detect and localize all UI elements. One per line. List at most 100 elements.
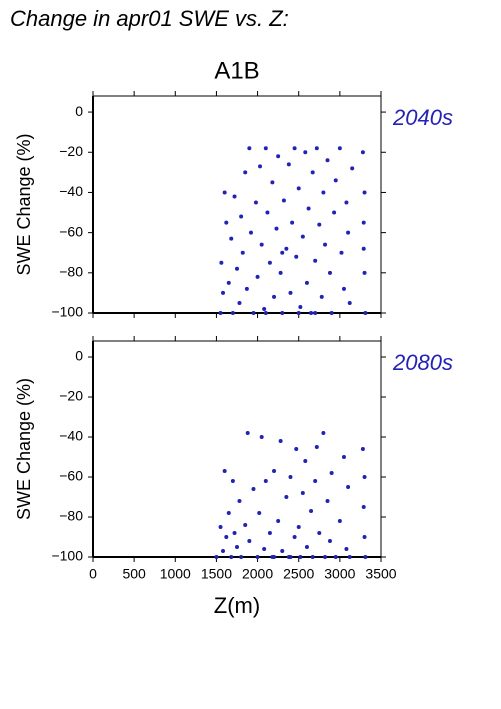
- data-point: [333, 555, 338, 559]
- y-tick-label: 0: [75, 348, 83, 364]
- data-point: [304, 545, 309, 549]
- data-point: [303, 150, 308, 155]
- data-point: [327, 270, 332, 275]
- data-point: [294, 254, 299, 259]
- data-point: [280, 311, 285, 315]
- data-point: [222, 190, 227, 195]
- data-point: [362, 270, 367, 275]
- y-tick-label: −20: [59, 143, 83, 159]
- data-point: [278, 439, 283, 443]
- data-point: [218, 311, 223, 315]
- data-point: [278, 270, 283, 275]
- data-point: [263, 479, 268, 483]
- data-point: [329, 471, 334, 475]
- data-point: [317, 222, 322, 227]
- data-point: [303, 459, 308, 463]
- x-tick-label: 1500: [201, 566, 232, 582]
- data-point: [325, 158, 330, 163]
- data-point: [344, 547, 349, 551]
- data-point: [281, 198, 286, 203]
- data-point: [272, 294, 277, 299]
- data-point: [263, 146, 268, 151]
- data-point: [361, 220, 366, 225]
- data-point: [244, 286, 249, 291]
- data-point: [247, 539, 252, 543]
- data-point: [313, 479, 318, 483]
- data-point: [218, 525, 223, 529]
- data-point: [255, 555, 260, 559]
- data-point: [313, 258, 318, 263]
- y-tick-label: −60: [59, 223, 83, 239]
- data-point: [253, 200, 258, 205]
- y-axis-label: SWE Change (%): [14, 133, 34, 275]
- data-point: [346, 230, 351, 235]
- data-point: [229, 236, 234, 241]
- page-title: Change in apr01 SWE vs. Z:: [10, 6, 289, 31]
- data-point: [258, 164, 263, 169]
- data-point: [267, 531, 272, 535]
- data-point: [239, 555, 244, 559]
- data-point: [221, 549, 226, 553]
- data-point: [325, 499, 330, 503]
- data-point: [224, 220, 229, 225]
- data-point: [248, 230, 253, 235]
- y-tick-label: −40: [59, 183, 83, 199]
- data-point: [300, 234, 305, 239]
- data-point: [332, 210, 337, 215]
- period-label: 2040s: [392, 105, 453, 130]
- y-tick-label: 0: [75, 103, 83, 119]
- data-point: [280, 250, 285, 255]
- data-point: [361, 505, 366, 509]
- data-point: [276, 519, 281, 523]
- data-point: [235, 545, 239, 549]
- data-point: [259, 242, 264, 247]
- data-point: [296, 311, 301, 315]
- data-point: [251, 487, 256, 491]
- data-point: [232, 194, 237, 199]
- data-point: [251, 311, 256, 315]
- data-point: [292, 146, 297, 151]
- data-point: [288, 290, 293, 295]
- data-point: [310, 170, 315, 175]
- x-tick-label: 1000: [160, 566, 191, 582]
- data-point: [237, 300, 242, 305]
- period-label: 2080s: [392, 350, 453, 375]
- x-tick-label: 2000: [242, 566, 273, 582]
- data-point: [226, 511, 231, 515]
- data-point: [270, 180, 275, 185]
- data-point: [329, 311, 334, 315]
- data-point: [235, 266, 239, 271]
- data-point: [306, 206, 311, 211]
- data-point: [221, 290, 226, 295]
- data-point: [237, 499, 242, 503]
- data-point: [272, 555, 277, 559]
- data-point: [243, 170, 248, 175]
- data-point: [214, 555, 219, 559]
- data-point: [339, 250, 344, 255]
- data-point: [333, 178, 338, 183]
- data-point: [267, 260, 272, 265]
- data-point: [280, 549, 285, 553]
- y-tick-label: −60: [59, 468, 83, 484]
- data-point: [226, 280, 231, 285]
- data-point: [317, 531, 322, 535]
- data-point: [347, 555, 352, 559]
- data-point: [319, 294, 324, 299]
- data-point: [362, 190, 367, 195]
- data-point: [272, 469, 277, 473]
- data-point: [262, 547, 267, 551]
- y-axis-label: SWE Change (%): [14, 378, 34, 520]
- data-point: [284, 246, 289, 251]
- data-point: [239, 214, 244, 219]
- x-tick-label: 3000: [324, 566, 355, 582]
- x-tick-label: 500: [122, 566, 146, 582]
- data-point: [292, 535, 297, 539]
- data-point: [361, 246, 366, 251]
- data-point: [337, 519, 342, 523]
- data-point: [362, 535, 367, 539]
- data-point: [247, 146, 252, 151]
- data-point: [274, 226, 279, 231]
- data-point: [286, 162, 291, 167]
- x-tick-label: 2500: [283, 566, 314, 582]
- y-tick-label: −20: [59, 388, 83, 404]
